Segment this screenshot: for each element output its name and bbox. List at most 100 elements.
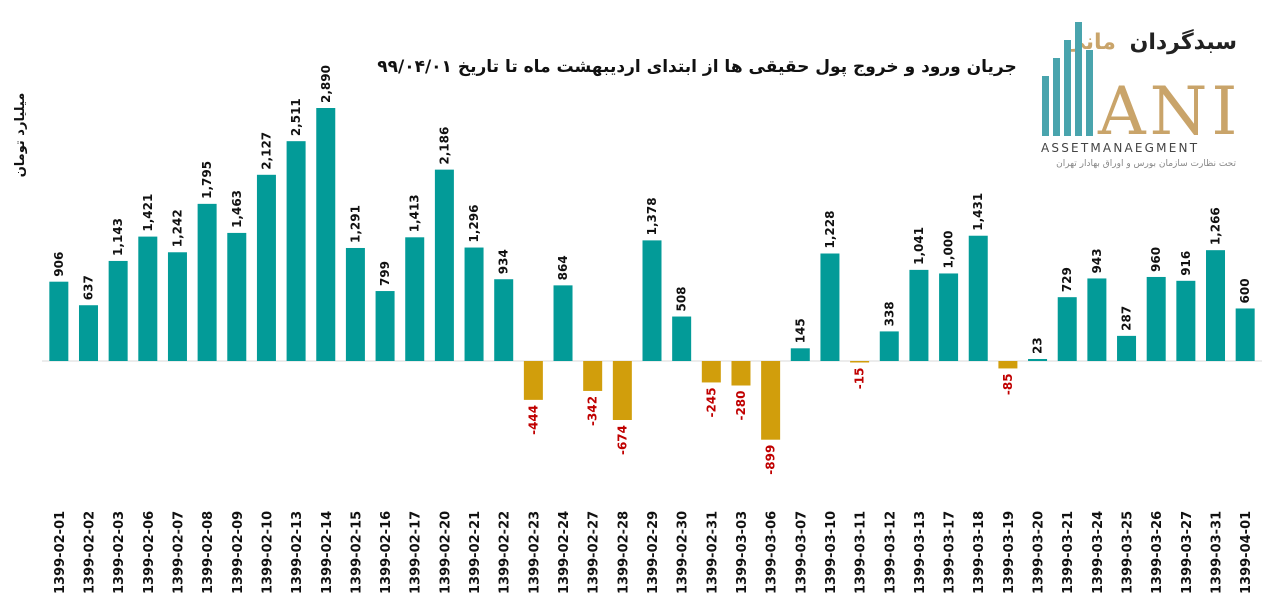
bar-1399-04-01: [1235, 308, 1255, 361]
value-label-1399-03-03: -280: [734, 391, 748, 421]
value-label-1399-03-19: -85: [1001, 373, 1015, 395]
value-label-1399-02-08: 1,795: [200, 161, 214, 199]
logo-mark-text: ANI: [1097, 73, 1241, 150]
bar-1399-02-30: [672, 316, 692, 361]
value-label-1399-03-27: 916: [1179, 251, 1193, 276]
bar-1399-03-11: [850, 361, 870, 363]
x-tick-label-1399-02-08: 1399-02-08: [201, 511, 216, 594]
value-label-1399-03-26: 960: [1149, 247, 1163, 272]
x-tick-label-1399-02-27: 1399-02-27: [587, 511, 602, 594]
logo-building-icon: [1042, 22, 1093, 136]
value-label-1399-02-03: 1,143: [111, 218, 125, 256]
value-label-1399-04-01: 600: [1238, 278, 1252, 303]
bar-1399-03-19: [998, 361, 1018, 369]
bar-1399-02-20: [434, 169, 454, 361]
value-label-1399-02-24: 864: [556, 255, 570, 280]
x-tick-label-1399-02-13: 1399-02-13: [290, 511, 305, 594]
value-label-1399-03-13: 1,041: [912, 227, 926, 265]
value-label-1399-02-22: 934: [497, 249, 511, 274]
bar-1399-03-12: [879, 331, 899, 361]
value-label-1399-02-31: -245: [704, 387, 718, 417]
x-tick-label-1399-02-28: 1399-02-28: [616, 511, 631, 594]
x-tick-label-1399-02-22: 1399-02-22: [498, 511, 513, 594]
bar-1399-02-17: [405, 237, 425, 361]
x-tick-label-1399-02-06: 1399-02-06: [142, 511, 157, 594]
value-label-1399-02-28: -674: [615, 425, 629, 455]
y-axis-unit-label: میلیارد تومان: [13, 93, 28, 178]
bar-1399-02-07: [167, 252, 187, 361]
value-label-1399-03-17: 1,000: [942, 230, 956, 268]
value-label-1399-03-11: -15: [853, 368, 867, 390]
bar-1399-02-13: [286, 141, 306, 361]
bar-1399-03-20: [1028, 358, 1048, 361]
bar-1399-03-07: [790, 348, 810, 361]
x-tick-label-1399-02-16: 1399-02-16: [379, 511, 394, 594]
value-label-1399-02-21: 1,296: [467, 205, 481, 243]
x-tick-label-1399-02-20: 1399-02-20: [438, 511, 453, 594]
bar-1399-03-03: [731, 361, 751, 386]
chart-title: جریان ورود و خروج پول حقیقی ها از ابتدای…: [377, 57, 1016, 77]
value-label-1399-03-31: 1,266: [1209, 207, 1223, 245]
x-tick-label-1399-02-02: 1399-02-02: [82, 511, 97, 594]
x-tick-label-1399-03-07: 1399-03-07: [794, 511, 809, 594]
x-tick-label-1399-03-24: 1399-03-24: [1091, 511, 1106, 594]
x-tick-label-1399-02-01: 1399-02-01: [53, 511, 68, 594]
x-tick-label-1399-03-11: 1399-03-11: [854, 511, 869, 594]
x-tick-label-1399-03-03: 1399-03-03: [735, 511, 750, 594]
value-label-1399-02-09: 1,463: [230, 190, 244, 228]
x-tick-label-1399-03-26: 1399-03-26: [1150, 511, 1165, 594]
value-label-1399-02-23: -444: [526, 405, 540, 435]
x-tick-label-1399-03-12: 1399-03-12: [883, 511, 898, 594]
logo-english-text: ASSETMANAEGMENT: [1041, 141, 1199, 155]
x-tick-label-1399-03-20: 1399-03-20: [1032, 511, 1047, 594]
bar-1399-03-18: [968, 235, 988, 361]
x-tick-label-1399-03-17: 1399-03-17: [943, 511, 958, 594]
bar-1399-02-09: [227, 232, 247, 361]
bar-1399-02-16: [375, 291, 395, 361]
company-logo: سبدگردان مانی ANI ASSETMANAEGMENT تحت نظ…: [1041, 22, 1241, 169]
value-label-1399-02-27: -342: [586, 396, 600, 426]
value-label-1399-02-20: 2,186: [437, 127, 451, 165]
value-label-1399-02-14: 2,890: [319, 65, 333, 103]
x-tick-label-1399-03-27: 1399-03-27: [1180, 511, 1195, 594]
bar-1399-02-24: [553, 285, 573, 361]
bar-1399-03-06: [761, 361, 781, 440]
value-label-1399-02-15: 1,291: [348, 205, 362, 243]
x-tick-label-1399-03-31: 1399-03-31: [1210, 511, 1225, 594]
bar-1399-03-17: [939, 273, 959, 361]
bar-1399-03-10: [820, 253, 840, 361]
bar-1399-03-27: [1176, 280, 1196, 361]
value-labels-group: 906 637 1,143 1,421 1,242 1,795 1,463 2,127 2,51…: [52, 65, 1252, 475]
bar-1399-02-28: [612, 361, 632, 420]
bar-1399-03-21: [1057, 297, 1077, 361]
x-tick-label-1399-02-23: 1399-02-23: [527, 511, 542, 594]
x-tick-label-1399-02-09: 1399-02-09: [231, 511, 246, 594]
value-label-1399-02-30: 508: [675, 286, 689, 311]
x-tick-label-1399-02-30: 1399-02-30: [676, 511, 691, 594]
bar-1399-02-01: [49, 281, 69, 361]
x-tick-label-1399-02-29: 1399-02-29: [646, 511, 661, 594]
value-label-1399-03-20: 23: [1031, 337, 1045, 354]
value-label-1399-03-18: 1,431: [971, 193, 985, 231]
x-tick-label-1399-02-07: 1399-02-07: [171, 511, 186, 594]
x-tick-label-1399-02-15: 1399-02-15: [349, 511, 364, 594]
value-label-1399-03-21: 729: [1060, 267, 1074, 292]
bar-1399-03-24: [1087, 278, 1107, 361]
value-label-1399-03-24: 943: [1090, 248, 1104, 273]
bar-1399-03-13: [909, 269, 929, 361]
bar-1399-02-22: [494, 279, 514, 361]
logo-regulator-note: تحت نظارت سازمان بورس و اوراق بهادار تهر…: [1056, 159, 1236, 169]
x-tick-label-1399-02-24: 1399-02-24: [557, 511, 572, 594]
x-tick-label-1399-02-17: 1399-02-17: [409, 511, 424, 594]
x-tick-label-1399-03-06: 1399-03-06: [765, 511, 780, 594]
value-label-1399-03-10: 1,228: [823, 211, 837, 249]
logo-persian-name-part1: سبدگردان: [1130, 28, 1237, 55]
x-tick-label-1399-03-10: 1399-03-10: [824, 511, 839, 594]
x-tick-labels-group: 1399-02-01 1399-02-02 1399-02-03 1399-02-06…: [53, 511, 1254, 594]
x-tick-label-1399-03-18: 1399-03-18: [972, 511, 987, 594]
value-label-1399-02-07: 1,242: [170, 209, 184, 247]
value-label-1399-02-29: 1,378: [645, 197, 659, 235]
x-tick-label-1399-03-19: 1399-03-19: [1002, 511, 1017, 594]
x-tick-label-1399-02-10: 1399-02-10: [260, 511, 275, 594]
